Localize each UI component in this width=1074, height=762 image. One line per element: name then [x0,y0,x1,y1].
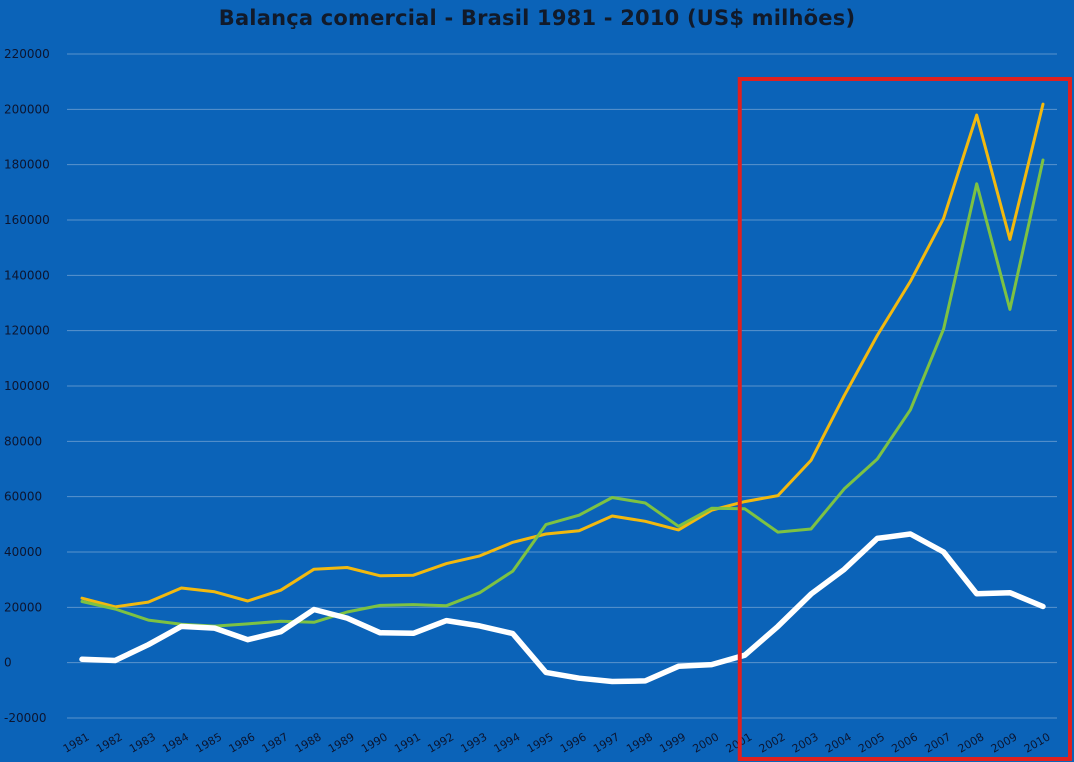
x-tick-label: 2002 [757,730,788,755]
y-tick-label: 180000 [4,158,50,172]
x-tick-label: 1992 [425,730,456,755]
x-tick-label: 1983 [127,730,158,755]
x-tick-label: 2008 [956,730,987,755]
x-tick-label: 1987 [260,730,291,755]
x-tick-label: 2003 [790,730,821,755]
series-line-white [79,531,1046,685]
x-tick-label: 2006 [889,730,920,755]
x-tick-label: 1985 [193,730,224,755]
x-tick-label: 1991 [392,730,423,755]
y-tick-label: -20000 [4,711,47,725]
x-tick-label: 2005 [856,730,887,755]
x-tick-label: 2007 [922,730,953,755]
y-tick-label: 100000 [4,379,50,393]
x-axis-ticks: 1981 1982 1983 1984 1985 1986 1987 1988 1989 1990… [61,730,1053,755]
x-tick-label: 1988 [293,730,324,755]
x-tick-label: 1996 [558,730,589,755]
y-tick-label: 120000 [4,324,50,338]
x-tick-label: 1984 [160,730,191,755]
y-tick-label: 200000 [4,102,50,116]
x-tick-label: 1997 [591,730,622,755]
highlight-box [737,77,1072,761]
y-axis-ticks: -20000 0 20000 40000 60000 80000 100000 120000 1… [4,47,50,725]
x-tick-label: 1995 [525,730,556,755]
x-tick-label: 2009 [989,730,1020,755]
x-tick-label: 2010 [1022,730,1053,755]
chart-title: Balança comercial - Brasil 1981 - 2010 (… [218,6,856,30]
series-lines [79,102,1046,685]
y-tick-label: 80000 [4,434,42,448]
x-tick-label: 1981 [61,730,92,755]
gridlines [67,53,1057,719]
y-tick-label: 20000 [4,600,42,614]
x-tick-label: 1989 [326,730,357,755]
x-tick-label: 1990 [359,730,390,755]
series-line-green [80,158,1045,628]
x-tick-label: 1994 [492,730,523,755]
x-tick-label: 1999 [657,730,688,755]
x-tick-label: 2004 [823,730,854,755]
y-tick-label: 220000 [4,47,50,61]
y-tick-label: 60000 [4,490,42,504]
x-tick-label: 2000 [690,730,721,755]
highlight-rectangle [737,77,1072,761]
y-tick-label: 140000 [4,268,50,282]
y-tick-label: 160000 [4,213,50,227]
series-line-yellow [80,102,1045,609]
x-tick-label: 1998 [624,730,655,755]
x-tick-label: 1982 [94,730,125,755]
y-tick-label: 40000 [4,545,42,559]
x-tick-label: 1993 [459,730,490,755]
x-tick-label: 1986 [227,730,258,755]
y-tick-label: 0 [4,656,12,670]
